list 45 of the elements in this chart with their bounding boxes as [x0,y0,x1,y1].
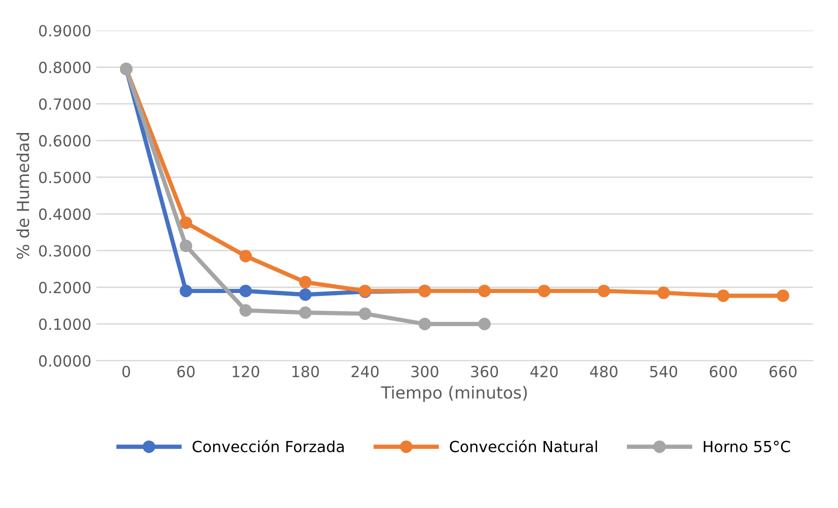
legend-label: Convección Natural [450,440,598,452]
x-tick-label: 180 [292,366,319,378]
y-tick-label: 0.0000 [39,355,90,367]
point [180,216,192,229]
point [538,284,550,298]
y-tick-label: 0.8000 [39,62,90,74]
x-tick-label: 300 [411,366,438,378]
point [239,304,252,317]
x-tick-label: 120 [232,366,260,378]
x-tick-label: 600 [710,366,737,378]
point [776,289,790,302]
point [180,284,192,298]
x-axis-title: Tiempo (minutos) [380,386,527,402]
x-tick-label: 420 [530,366,558,378]
point [657,286,670,300]
x-tick-label: 0 [122,366,130,378]
point [418,318,432,330]
point [180,240,192,252]
y-tick-label: 0.5000 [39,172,90,184]
x-tick-label: 360 [471,366,498,378]
legend-label: Horno 55°C [704,440,790,452]
point [299,276,312,288]
point [717,289,730,302]
y-tick-label: 0.2000 [39,282,90,294]
y-tick-label: 0.6000 [39,135,90,147]
x-tick-label: 540 [650,366,678,378]
y-tick-label: 0.1000 [39,318,90,330]
y-tick-label: 0.3000 [39,245,90,257]
legend-label: Convección Forzada [192,440,344,452]
y-axis-title: % de Humedad [16,132,30,259]
point [358,307,372,320]
x-tick-label: 480 [590,366,618,378]
x-tick-label: 60 [177,366,195,378]
point [239,284,252,298]
point [299,306,312,319]
y-tick-label: 0.7000 [39,98,90,110]
y-tick-label: 0.4000 [39,208,90,220]
point [478,318,491,330]
point [598,284,610,298]
x-tick-label: 240 [352,366,379,378]
point [239,250,252,262]
y-tick-label: 0.9000 [39,24,90,36]
point [299,288,312,301]
x-tick-label: 660 [769,366,797,378]
point [478,284,491,298]
